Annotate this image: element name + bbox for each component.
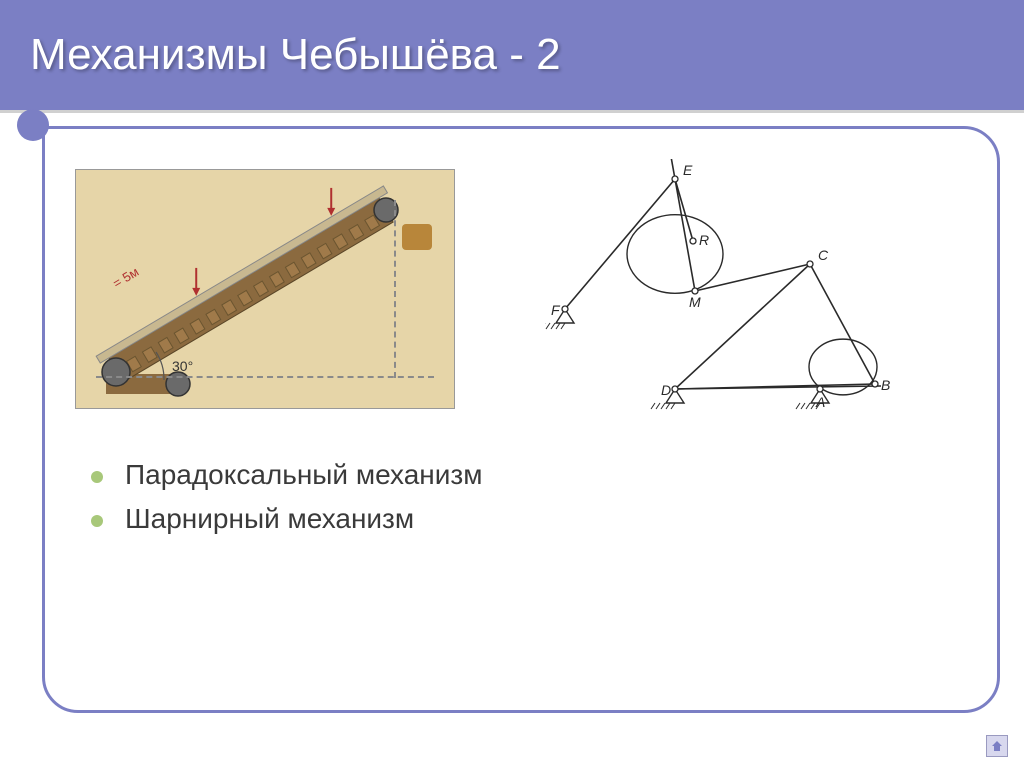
conveyor-svg (76, 170, 456, 410)
bullet-list: Парадоксальный механизм Шарнирный механи… (75, 459, 967, 535)
image-row: 30° = 5м F E R M C D A B (75, 159, 967, 419)
motor-icon (402, 224, 432, 250)
linkage-svg: F E R M C D A B (545, 159, 905, 419)
svg-text:M: M (689, 294, 701, 310)
content-box: 30° = 5м F E R M C D A B Парадоксальный механиз… (42, 126, 1000, 713)
slide-title: Механизмы Чебышёва - 2 (30, 30, 561, 80)
svg-text:C: C (818, 247, 829, 263)
svg-text:D: D (661, 382, 671, 398)
svg-text:B: B (881, 377, 890, 393)
title-underline (0, 110, 1024, 113)
angle-label: 30° (172, 358, 193, 374)
svg-text:E: E (683, 162, 693, 178)
svg-text:F: F (551, 302, 561, 318)
svg-text:A: A (815, 394, 825, 410)
list-item: Парадоксальный механизм (91, 459, 967, 491)
back-to-top-button[interactable] (986, 735, 1008, 757)
list-item: Шарнирный механизм (91, 503, 967, 535)
hinge-mechanism-figure: F E R M C D A B (545, 159, 905, 419)
title-bar: Механизмы Чебышёва - 2 (0, 0, 1024, 110)
dashed-baseline (96, 376, 434, 378)
home-icon (991, 740, 1003, 752)
paradox-mechanism-figure: 30° = 5м (75, 169, 455, 409)
dashed-vertical (394, 200, 396, 378)
svg-text:R: R (699, 232, 709, 248)
